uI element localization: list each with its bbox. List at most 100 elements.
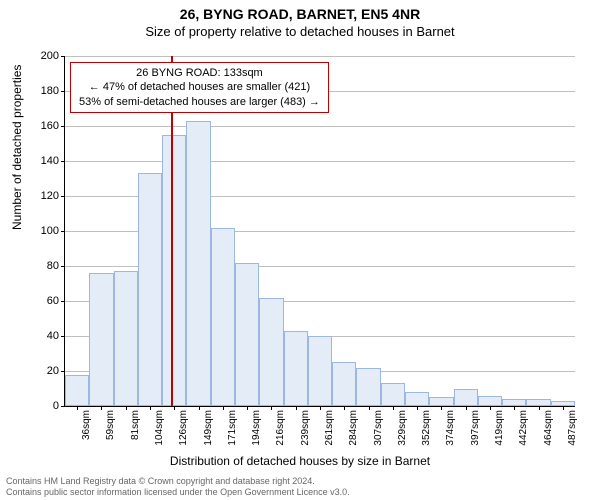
xtick-label: 284sqm [348, 410, 359, 446]
credits: Contains HM Land Registry data © Crown c… [6, 476, 350, 498]
xtick-label: 487sqm [567, 410, 578, 446]
xtick-mark [514, 406, 515, 410]
chart-area: 02040608010012014016018020036sqm59sqm81s… [64, 56, 574, 406]
histogram-bar [526, 399, 550, 406]
xtick-mark [344, 406, 345, 410]
ytick-mark [61, 126, 65, 127]
y-axis-label: Number of detached properties [10, 65, 24, 230]
annotation-line-3: 53% of semi-detached houses are larger (… [79, 95, 320, 109]
annotation-line-2: ← 47% of detached houses are smaller (42… [79, 80, 320, 94]
histogram-bar [138, 173, 162, 406]
credits-line-1: Contains HM Land Registry data © Crown c… [6, 476, 350, 487]
xtick-mark [539, 406, 540, 410]
xtick-label: 36sqm [81, 410, 92, 440]
ytick-label: 160 [29, 120, 59, 132]
histogram-bar [478, 396, 502, 407]
ytick-label: 140 [29, 155, 59, 167]
xtick-label: 352sqm [421, 410, 432, 446]
xtick-mark [174, 406, 175, 410]
histogram-bar [356, 368, 380, 407]
annotation-line-1: 26 BYNG ROAD: 133sqm [79, 66, 320, 80]
xtick-mark [199, 406, 200, 410]
histogram-bar [235, 263, 259, 407]
ytick-label: 40 [29, 330, 59, 342]
xtick-mark [247, 406, 248, 410]
xtick-mark [101, 406, 102, 410]
xtick-label: 397sqm [470, 410, 481, 446]
xtick-mark [393, 406, 394, 410]
xtick-label: 194sqm [251, 410, 262, 446]
ytick-label: 100 [29, 225, 59, 237]
histogram-bar [284, 331, 308, 406]
xtick-label: 126sqm [178, 410, 189, 446]
ytick-label: 180 [29, 85, 59, 97]
xtick-label: 216sqm [275, 410, 286, 446]
ytick-mark [61, 406, 65, 407]
page-title: 26, BYNG ROAD, BARNET, EN5 4NR [0, 0, 600, 22]
ytick-mark [61, 266, 65, 267]
gridline [65, 126, 575, 127]
ytick-label: 20 [29, 365, 59, 377]
histogram-bar [332, 362, 356, 406]
xtick-label: 261sqm [324, 410, 335, 446]
histogram-bar [259, 298, 283, 407]
ytick-mark [61, 56, 65, 57]
xtick-label: 419sqm [494, 410, 505, 446]
xtick-mark [77, 406, 78, 410]
histogram-bar [502, 399, 526, 406]
gridline [65, 56, 575, 57]
ytick-mark [61, 301, 65, 302]
xtick-mark [466, 406, 467, 410]
ytick-mark [61, 91, 65, 92]
xtick-label: 239sqm [300, 410, 311, 446]
ytick-mark [61, 161, 65, 162]
histogram-bar [89, 273, 113, 406]
xtick-mark [271, 406, 272, 410]
credits-line-2: Contains public sector information licen… [6, 487, 350, 498]
xtick-mark [490, 406, 491, 410]
ytick-mark [61, 196, 65, 197]
xtick-label: 329sqm [397, 410, 408, 446]
histogram-bar [114, 271, 138, 406]
chart-container: 26, BYNG ROAD, BARNET, EN5 4NR Size of p… [0, 0, 600, 500]
x-axis-label: Distribution of detached houses by size … [0, 454, 600, 468]
ytick-mark [61, 336, 65, 337]
ytick-label: 200 [29, 50, 59, 62]
chart-subtitle: Size of property relative to detached ho… [0, 22, 600, 39]
ytick-label: 60 [29, 295, 59, 307]
xtick-mark [369, 406, 370, 410]
xtick-mark [320, 406, 321, 410]
histogram-bar [308, 336, 332, 406]
xtick-label: 59sqm [105, 410, 116, 440]
xtick-mark [150, 406, 151, 410]
histogram-bar [405, 392, 429, 406]
ytick-label: 120 [29, 190, 59, 202]
xtick-mark [296, 406, 297, 410]
histogram-bar [186, 121, 210, 406]
xtick-mark [223, 406, 224, 410]
xtick-label: 104sqm [154, 410, 165, 446]
histogram-bar [211, 228, 235, 407]
histogram-bar [429, 397, 453, 406]
histogram-bar [454, 389, 478, 407]
xtick-label: 442sqm [518, 410, 529, 446]
xtick-mark [417, 406, 418, 410]
xtick-mark [126, 406, 127, 410]
ytick-label: 80 [29, 260, 59, 272]
ytick-mark [61, 371, 65, 372]
annotation-box: 26 BYNG ROAD: 133sqm ← 47% of detached h… [70, 62, 329, 113]
xtick-label: 464sqm [543, 410, 554, 446]
gridline [65, 161, 575, 162]
histogram-bar [65, 375, 89, 407]
ytick-label: 0 [29, 400, 59, 412]
xtick-mark [563, 406, 564, 410]
ytick-mark [61, 231, 65, 232]
histogram-bar [381, 383, 405, 406]
histogram-bar [162, 135, 186, 406]
xtick-label: 149sqm [203, 410, 214, 446]
xtick-mark [441, 406, 442, 410]
xtick-label: 374sqm [445, 410, 456, 446]
xtick-label: 307sqm [373, 410, 384, 446]
xtick-label: 81sqm [130, 410, 141, 440]
xtick-label: 171sqm [227, 410, 238, 446]
